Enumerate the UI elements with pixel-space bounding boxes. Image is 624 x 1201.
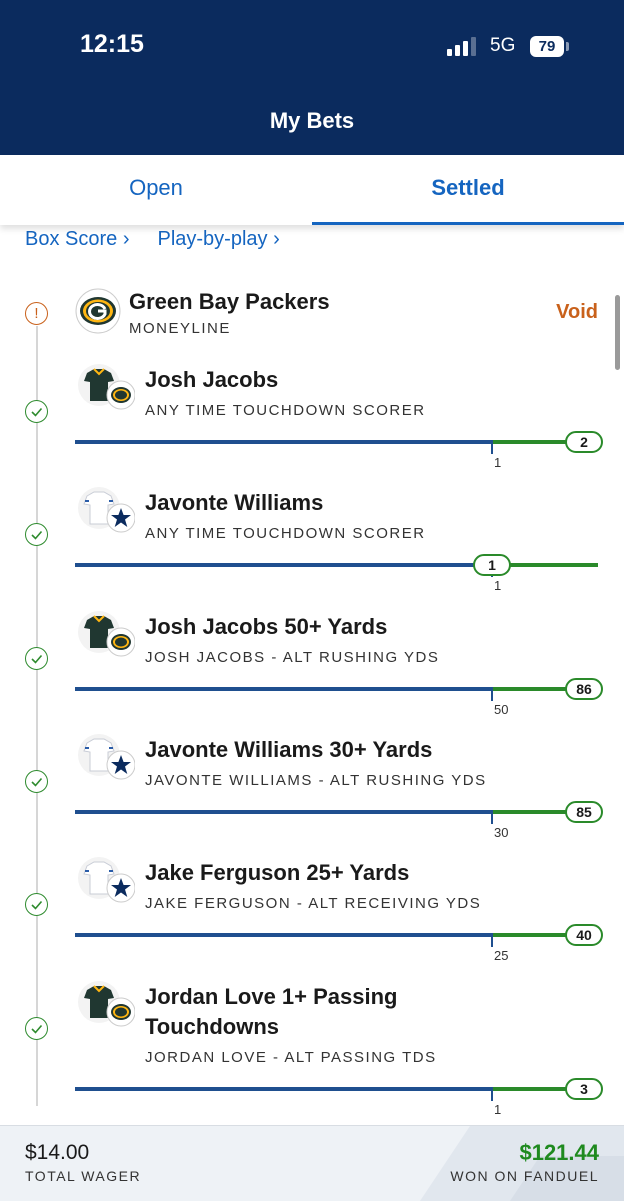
- team-logo: [75, 288, 121, 334]
- leg-market: JOSH JACOBS - ALT RUSHING YDS: [145, 649, 440, 666]
- tab-indicator: [312, 222, 624, 225]
- progress-blue: [75, 563, 492, 567]
- player-icon: [75, 980, 136, 1033]
- footer: $14.00 TOTAL WAGER $121.44 WON ON FANDUE…: [0, 1125, 624, 1201]
- threshold-tick: [491, 933, 493, 947]
- bet-market: MONEYLINE: [129, 320, 231, 337]
- battery-cap: [566, 42, 569, 51]
- tab[interactable]: Settled: [431, 175, 505, 200]
- progress-blue: [75, 687, 492, 691]
- progress-blue: [75, 440, 492, 444]
- progress-green: [492, 933, 598, 937]
- threshold-label: 50: [494, 702, 509, 717]
- page-title: My Bets: [269, 108, 355, 133]
- leg-market: JAKE FERGUSON - ALT RECEIVING YDS: [145, 895, 482, 912]
- progress-green: [492, 563, 598, 567]
- threshold-tick: [491, 810, 493, 824]
- wager-label: TOTAL WAGER: [25, 1168, 142, 1184]
- threshold-label: 1: [494, 1102, 502, 1117]
- player-icon: [75, 486, 136, 539]
- payout-label: WON ON FANDUEL: [450, 1168, 599, 1184]
- leg-title: Josh Jacobs: [145, 367, 279, 392]
- bet-status: Void: [556, 301, 598, 323]
- progress-blue: [75, 810, 492, 814]
- check-icon: [25, 647, 48, 670]
- signal-icon: [447, 37, 476, 56]
- header-bar: 12:15 5G 79 My Bets: [0, 0, 624, 155]
- threshold-label: 25: [494, 948, 509, 963]
- player-icon: [75, 733, 136, 786]
- check-icon: [25, 1017, 48, 1040]
- progress-green: [492, 687, 598, 691]
- result-label: 3: [565, 1078, 603, 1100]
- threshold-label: 1: [494, 578, 502, 593]
- leg-market: JAVONTE WILLIAMS - ALT RUSHING YDS: [145, 772, 487, 789]
- progress-blue: [75, 933, 492, 937]
- leg: Javonte Williams ANY TIME TOUCHDOWN SCORE…: [25, 486, 603, 593]
- leg: Javonte Williams 30+ Yards JAVONTE WILLIA…: [25, 733, 603, 840]
- void-icon: !: [25, 302, 48, 325]
- leg: Jake Ferguson 25+ Yards JAKE FERGUSON - A…: [25, 856, 603, 963]
- check-icon: [25, 770, 48, 793]
- payout: $121.44: [519, 1140, 599, 1165]
- leg-title: Javonte Williams 30+ Yards: [145, 737, 433, 762]
- player-icon: [75, 363, 136, 416]
- threshold-tick: [491, 440, 493, 454]
- battery: 79: [530, 36, 564, 57]
- result-label: 1: [473, 554, 511, 576]
- progress-green: [492, 810, 598, 814]
- footer-decoration: [420, 1126, 624, 1201]
- network: 5G: [490, 35, 516, 56]
- tab-bar: Open Settled: [0, 155, 624, 225]
- progress-bar: 25 40: [75, 924, 603, 963]
- link[interactable]: Box Score ›: [25, 228, 130, 250]
- wager: $14.00: [25, 1141, 90, 1164]
- leg: Josh Jacobs 50+ Yards JOSH JACOBS - ALT R…: [25, 610, 603, 717]
- threshold-tick: [491, 1087, 493, 1101]
- links: Box Score › Play-by-play ›: [25, 228, 308, 251]
- player-icon: [75, 856, 136, 909]
- leg-title: Jordan Love 1+ Passing Touchdowns: [145, 984, 398, 1039]
- progress-blue: [75, 1087, 492, 1091]
- bet-title: Green Bay Packers: [129, 289, 330, 314]
- leg-market: ANY TIME TOUCHDOWN SCORER: [145, 525, 426, 542]
- result-label: 2: [565, 431, 603, 453]
- leg: Josh Jacobs ANY TIME TOUCHDOWN SCORER 1 2: [25, 363, 603, 470]
- threshold-label: 1: [494, 455, 502, 470]
- progress-bar: 50 86: [75, 678, 603, 717]
- clock: 12:15: [80, 30, 144, 58]
- progress-bar: 30 85: [75, 801, 603, 840]
- scrollbar: [615, 295, 620, 370]
- progress-green: [492, 1087, 598, 1091]
- tab[interactable]: Open: [129, 175, 183, 200]
- player-icon: [75, 610, 136, 663]
- leg: Jordan Love 1+ Passing Touchdowns JORDAN …: [25, 980, 603, 1117]
- threshold-label: 30: [494, 825, 509, 840]
- result-label: 86: [565, 678, 603, 700]
- check-icon: [25, 893, 48, 916]
- link[interactable]: Play-by-play ›: [157, 228, 280, 250]
- leg-market: JORDAN LOVE - ALT PASSING TDS: [145, 1049, 437, 1066]
- result-label: 85: [565, 801, 603, 823]
- result-label: 40: [565, 924, 603, 946]
- leg-title: Javonte Williams: [145, 490, 324, 515]
- check-icon: [25, 523, 48, 546]
- threshold-tick: [491, 687, 493, 701]
- progress-green: [492, 440, 598, 444]
- check-icon: [25, 400, 48, 423]
- timeline: [36, 326, 38, 1106]
- leg-title: Jake Ferguson 25+ Yards: [145, 860, 410, 885]
- leg-title: Josh Jacobs 50+ Yards: [145, 614, 388, 639]
- leg-market: ANY TIME TOUCHDOWN SCORER: [145, 402, 426, 419]
